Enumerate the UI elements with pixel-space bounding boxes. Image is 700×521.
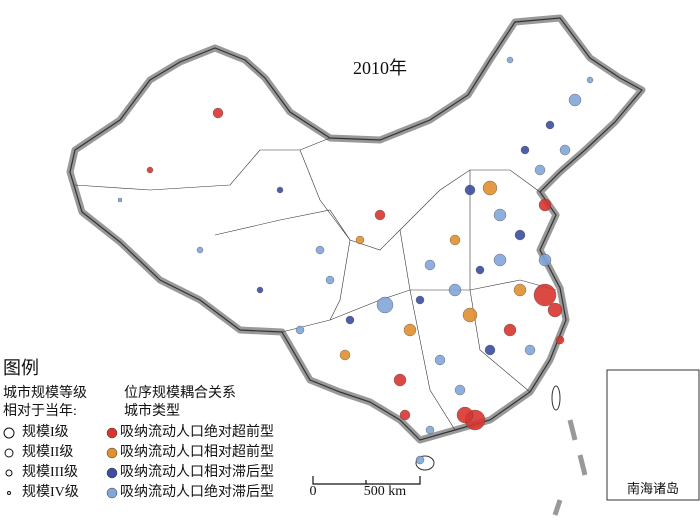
legend-label: 吸纳流动人口相对超前型: [120, 443, 274, 460]
city-dot: [117, 197, 123, 203]
scale-bar: [312, 476, 421, 485]
city-dot: [325, 275, 335, 285]
city-dot: [524, 344, 536, 356]
scale-zero: 0: [310, 484, 317, 499]
city-dot: [345, 315, 355, 325]
type-symbol: [106, 487, 118, 499]
city-dot: [559, 144, 571, 156]
city-dot: [547, 302, 563, 318]
city-dot: [256, 286, 264, 294]
city-dot: [533, 283, 557, 307]
size-symbol: [5, 469, 13, 477]
size-symbol: [7, 491, 11, 495]
city-dot: [462, 307, 478, 323]
city-dot: [506, 56, 514, 64]
legend-label: 吸纳流动人口相对滞后型: [120, 464, 274, 480]
city-dot: [376, 296, 394, 314]
city-dot: [538, 253, 552, 267]
city-dot: [399, 409, 411, 421]
city-dot: [545, 120, 555, 130]
city-dot: [449, 234, 461, 246]
city-dot: [538, 198, 552, 212]
city-dot: [513, 283, 527, 297]
size-symbol: [4, 448, 14, 458]
city-dot: [448, 283, 462, 297]
legend-label: 吸纳流动人口绝对超前型: [120, 423, 274, 440]
city-dot: [355, 235, 365, 245]
city-dot: [493, 253, 507, 267]
legend-label: 规模I级: [22, 424, 69, 440]
type-symbol: [106, 467, 118, 479]
legend-heading: 城市规模等级: [3, 384, 87, 401]
city-dot: [514, 229, 526, 241]
map-title: 2010年: [353, 58, 407, 78]
inset-box: [606, 369, 700, 501]
legend-title: 图例: [3, 358, 39, 378]
city-dot: [482, 180, 498, 196]
city-dots: [117, 56, 667, 465]
legend-heading: 相对于当年:: [3, 403, 77, 419]
city-dot: [315, 245, 325, 255]
city-dot: [520, 145, 530, 155]
city-dot: [555, 335, 565, 345]
city-dot: [339, 349, 351, 361]
country-outline: [66, 14, 646, 516]
city-dot: [415, 295, 425, 305]
city-dot: [454, 384, 466, 396]
city-dot: [484, 344, 496, 356]
city-dot: [475, 265, 485, 275]
size-symbol: [3, 427, 15, 439]
legend-label: 规模III级: [22, 464, 78, 480]
city-dot: [295, 325, 305, 335]
city-dot: [415, 455, 425, 465]
legend-heading: 位序规模耦合关系: [124, 385, 236, 401]
city-dot: [568, 93, 582, 107]
type-symbol: [106, 447, 118, 459]
city-dot: [425, 425, 435, 435]
city-dot: [146, 166, 154, 174]
city-dot: [212, 107, 224, 119]
city-dot: [586, 76, 594, 84]
city-dot: [534, 164, 546, 176]
legend-heading: 城市类型: [124, 402, 180, 419]
type-symbol: [106, 427, 118, 439]
legend-label: 规模II级: [22, 444, 73, 460]
city-dot: [456, 406, 474, 424]
city-dot: [503, 323, 517, 337]
scale-label: 500 km: [364, 484, 407, 499]
city-dot: [424, 259, 436, 271]
city-dot: [464, 184, 476, 196]
legend-label: 吸纳流动人口绝对滞后型: [120, 484, 274, 500]
inset-label: 南海诸岛: [627, 481, 679, 496]
city-dot: [393, 373, 407, 387]
city-dot: [196, 246, 204, 254]
city-dot: [403, 323, 417, 337]
city-dot: [493, 208, 507, 222]
city-dot: [434, 354, 446, 366]
legend-label: 规模IV级: [22, 484, 79, 500]
city-dot: [276, 186, 284, 194]
city-dot: [374, 209, 386, 221]
